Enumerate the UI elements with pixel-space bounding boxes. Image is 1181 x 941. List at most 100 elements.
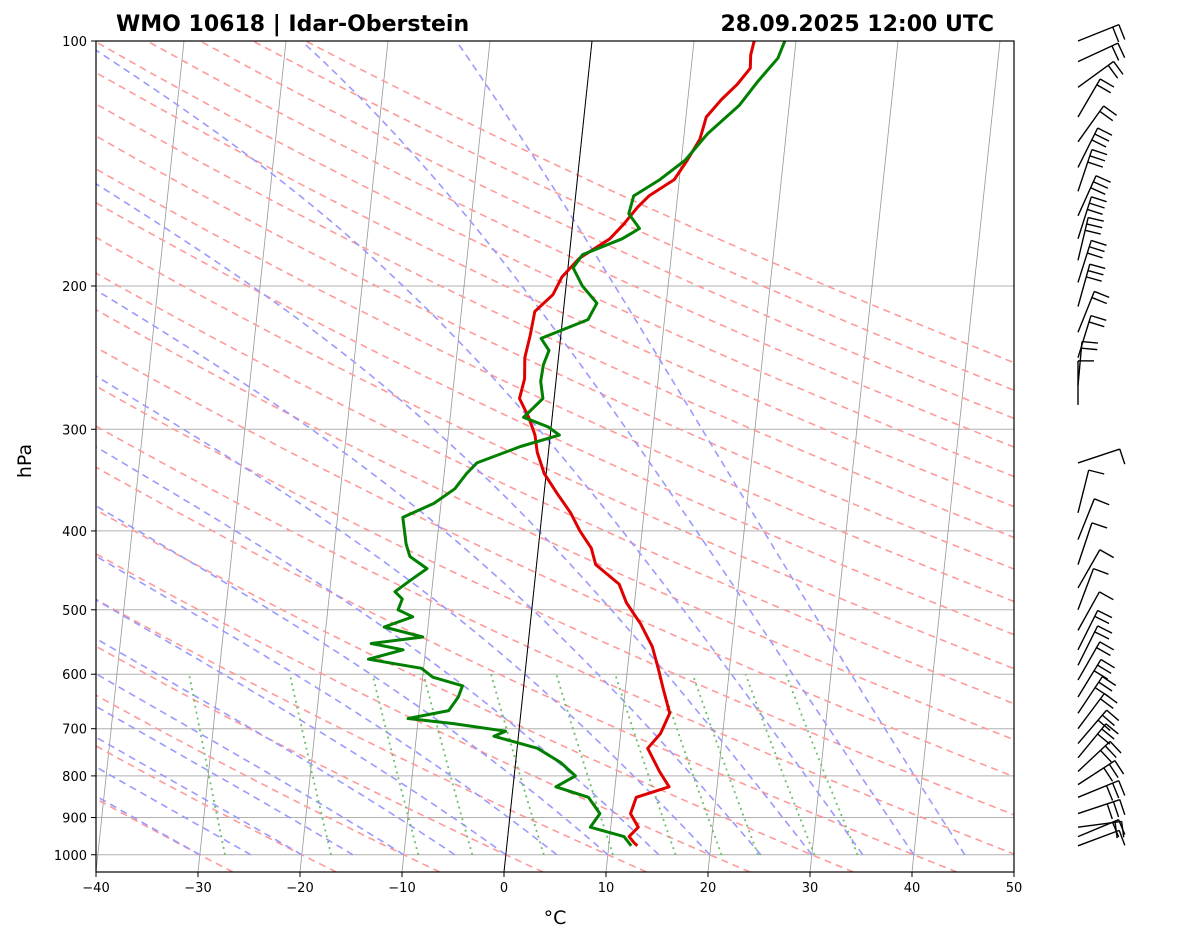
y-tick-label: 100 (62, 35, 87, 50)
isotherm-line (0, 41, 82, 872)
isotherm-line (707, 41, 797, 872)
wind-barb-flag (1087, 269, 1104, 276)
wind-barb-flag (1101, 714, 1115, 727)
wind-barb-flag (1089, 263, 1106, 270)
isotherm-line (1013, 868, 1014, 872)
wind-barb-flag (1118, 780, 1126, 796)
wind-barb-staff (1077, 610, 1099, 651)
chart-title-right: 28.09.2025 12:00 UTC (720, 12, 994, 37)
mixing-ratio-line (744, 673, 816, 856)
mixing-ratio-line (614, 673, 677, 856)
wind-barb-flag (1086, 276, 1102, 282)
moist-adiabat (96, 637, 456, 856)
wind-barb-flag (1099, 591, 1114, 601)
wind-barb-staff (1077, 498, 1095, 540)
wind-barb-staff (1077, 740, 1111, 772)
isotherm-line (605, 41, 695, 872)
wind-barb-flag (1109, 740, 1122, 754)
wind-barb-flag (1099, 549, 1115, 559)
wind-barb-flag (1088, 469, 1105, 475)
moist-adiabat (96, 182, 813, 856)
wind-barb-flag (1103, 105, 1118, 116)
isotherm-line (911, 41, 1001, 872)
wind-barb-flag (1091, 239, 1107, 246)
wind-barb-flag (1101, 728, 1115, 740)
wind-barb-staff (1077, 78, 1101, 118)
wind-barb-flag (1118, 830, 1126, 846)
wind-barb-staff (1077, 780, 1119, 798)
dry-adiabat (96, 466, 958, 872)
dry-adiabat (96, 41, 1014, 478)
wind-barb-flag (1099, 749, 1112, 763)
dry-adiabat (96, 797, 234, 872)
wind-barb-flag (1098, 681, 1113, 692)
wind-barb-flag (1086, 223, 1103, 229)
dry-adiabat (252, 41, 1014, 392)
wind-barbs (1077, 24, 1126, 847)
wind-barb-flag (1097, 719, 1111, 732)
moist-adiabat (96, 705, 354, 856)
wind-barb-staff (1077, 149, 1093, 192)
wind-barb-flag (1097, 127, 1113, 136)
dry-adiabat (96, 236, 1014, 670)
wind-barb-flag (1081, 340, 1098, 344)
wind-barb-flag (1102, 676, 1117, 687)
wind-barb-flag (1094, 631, 1110, 640)
wind-barb-flag (1091, 148, 1108, 156)
dry-adiabat (96, 645, 544, 872)
wind-barb-flag (1119, 799, 1126, 816)
y-tick-label: 900 (62, 812, 87, 827)
wind-barb-staff (1077, 820, 1122, 828)
x-tick-label: 0 (500, 881, 508, 896)
moist-adiabat (96, 289, 762, 856)
wind-barb-staff (1077, 448, 1120, 464)
wind-barb-flag (1114, 760, 1125, 775)
wind-barb-flag (1091, 196, 1107, 203)
chart-title-left: WMO 10618 | Idar-Oberstein (116, 12, 469, 37)
isotherm-line (96, 41, 185, 872)
wind-barb-flag (1120, 821, 1125, 838)
isotherm-line (197, 41, 287, 872)
wind-barb-flag (1105, 785, 1114, 801)
wind-barb-staff (1077, 829, 1120, 847)
wind-barb-flag (1096, 646, 1111, 657)
x-tick-label: 30 (802, 881, 819, 896)
wind-barb-staff (1077, 175, 1097, 217)
dry-adiabat (96, 308, 1014, 741)
dry-adiabat (96, 272, 1014, 705)
wind-barb-flag (1090, 187, 1106, 195)
wind-barb-flag (1097, 609, 1113, 619)
dry-adiabat (96, 71, 1014, 508)
wind-barb-flag (1100, 658, 1115, 669)
wind-barb-flag (1104, 745, 1117, 759)
wind-barb-flag (1088, 216, 1104, 222)
wind-barb-staff (1077, 798, 1120, 815)
dry-adiabat (96, 103, 1014, 539)
y-tick-label: 300 (62, 423, 87, 438)
dry-adiabat (96, 346, 1014, 778)
wind-barb-flag (1093, 670, 1109, 680)
wind-barb-flag (1099, 641, 1115, 651)
x-tick-label: 50 (1006, 881, 1023, 896)
wind-barb-flag (1091, 139, 1107, 148)
y-tick-label: 400 (62, 525, 87, 540)
moist-adiabat (96, 555, 558, 856)
wind-barb-staff (1077, 217, 1089, 261)
wind-barb-flag (1117, 42, 1126, 58)
wind-barb-flag (1106, 803, 1113, 820)
wind-barb-flag (1099, 110, 1114, 122)
wind-barb-flag (1088, 321, 1105, 328)
dry-adiabat (96, 745, 337, 872)
x-tick-label: −20 (286, 881, 313, 896)
x-tick-label: −30 (184, 881, 211, 896)
wind-barb-flag (1089, 155, 1106, 162)
wind-barb-flag (1094, 498, 1110, 506)
wind-barb-staff (1077, 24, 1120, 42)
moist-adiabat (96, 49, 864, 856)
y-tick-label: 600 (62, 668, 87, 683)
temperature-line (518, 41, 756, 847)
wind-barb-staff (1077, 591, 1100, 631)
wind-barb-staff (1077, 659, 1102, 698)
x-tick-label: −40 (82, 881, 109, 896)
